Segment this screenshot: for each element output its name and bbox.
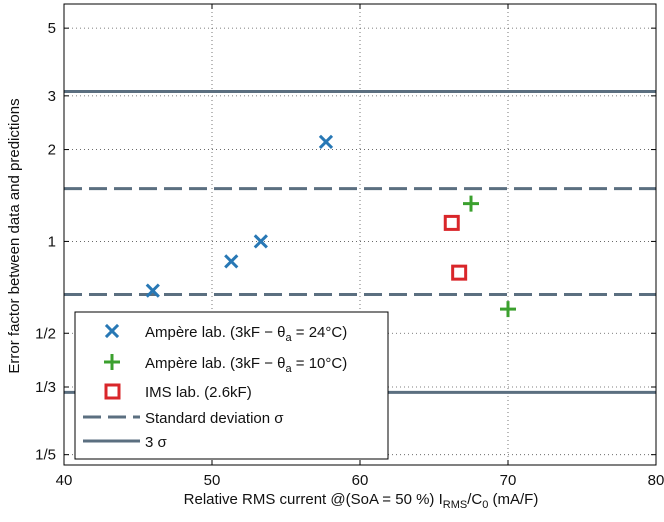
- legend-label-3-sigma: 3 σ: [145, 434, 168, 451]
- x-tick-label: 60: [352, 472, 369, 489]
- y-tick-label: 1/3: [35, 379, 56, 396]
- legend-entry-ims: IMS lab. (2.6kF): [104, 383, 252, 401]
- legend-marker-square: [104, 383, 121, 400]
- y-tick-label: 5: [48, 20, 56, 37]
- legend-marker-plus: [104, 354, 120, 370]
- legend: Ampère lab. (3kF − θa = 24°C) Ampère lab…: [74, 311, 389, 460]
- data-points: [145, 134, 516, 318]
- legend-entry-ampere-24: Ampère lab. (3kF − θa = 24°C): [104, 323, 347, 344]
- legend-label-std-dev: Standard deviation σ: [145, 410, 284, 427]
- legend-box: [74, 311, 389, 460]
- x-tick-label: 70: [500, 472, 517, 489]
- point-ims: [451, 264, 468, 281]
- y-tick-label: 3: [48, 88, 56, 105]
- x-tick-label: 80: [648, 472, 664, 489]
- legend-entry-3-sigma: 3 σ: [83, 434, 168, 451]
- y-axis-label: Error factor between data and prediction…: [6, 98, 23, 373]
- point-ampere-24c: [145, 283, 160, 298]
- y-tick-label: 1/5: [35, 447, 56, 464]
- legend-label-ampere-24: Ampère lab. (3kF − θa = 24°C): [145, 324, 347, 344]
- y-tick-label: 1/2: [35, 325, 56, 342]
- point-ampere-24c: [253, 234, 268, 249]
- x-tick-label: 50: [204, 472, 221, 489]
- x-tick-label: 40: [56, 472, 73, 489]
- x-axis-label: Relative RMS current @(SoA = 50 %) IRMS/…: [184, 491, 539, 511]
- point-ampere-10c: [500, 301, 516, 318]
- point-ampere-10c: [463, 195, 479, 212]
- legend-entry-ampere-10: Ampère lab. (3kF − θa = 10°C): [104, 354, 347, 375]
- legend-label-ampere-10: Ampère lab. (3kF − θa = 10°C): [145, 355, 347, 375]
- y-ticks: 1/5 1/3 1/2 1 2 3 5: [35, 20, 656, 464]
- point-ampere-24c: [224, 254, 239, 269]
- point-ampere-24c: [318, 134, 334, 149]
- y-tick-label: 2: [48, 142, 56, 159]
- legend-entry-std-dev: Standard deviation σ: [83, 410, 284, 427]
- legend-label-ims: IMS lab. (2.6kF): [145, 384, 252, 401]
- x-ticks: 40 50 60 70 80: [56, 4, 664, 489]
- legend-marker-x: [104, 323, 120, 339]
- y-tick-label: 1: [48, 233, 56, 250]
- point-ims: [443, 214, 460, 231]
